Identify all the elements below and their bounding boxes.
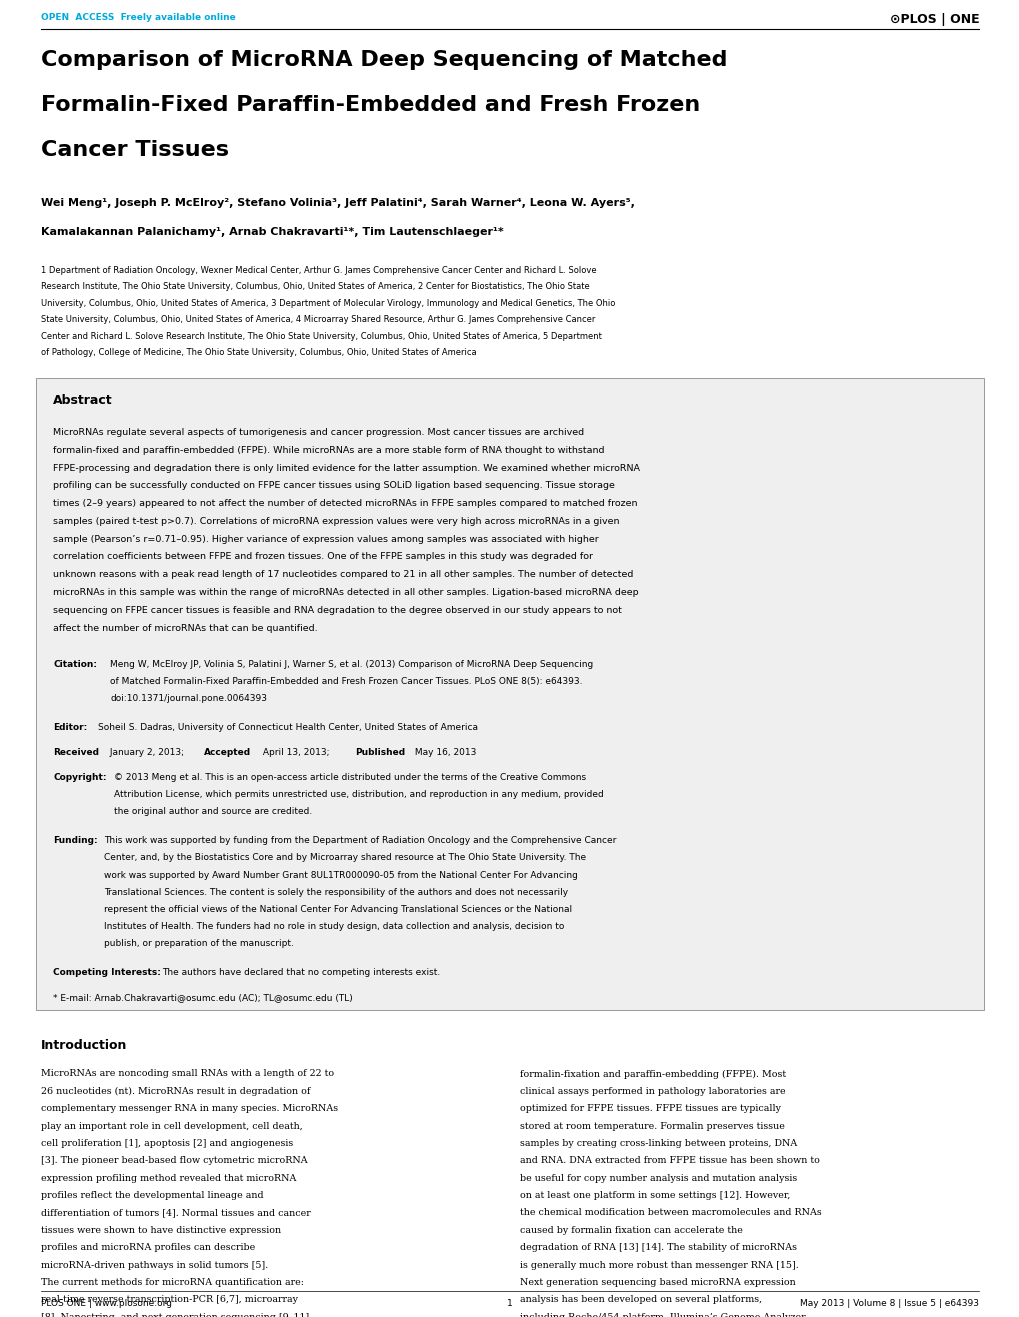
Text: complementary messenger RNA in many species. MicroRNAs: complementary messenger RNA in many spec… — [41, 1104, 337, 1113]
Text: represent the official views of the National Center For Advancing Translational : represent the official views of the Nati… — [104, 905, 572, 914]
Text: Published: Published — [355, 748, 405, 757]
Text: Cancer Tissues: Cancer Tissues — [41, 140, 228, 159]
Text: Abstract: Abstract — [53, 394, 112, 407]
Text: Accepted: Accepted — [204, 748, 251, 757]
Text: Attribution License, which permits unrestricted use, distribution, and reproduct: Attribution License, which permits unres… — [114, 790, 603, 799]
Text: tissues were shown to have distinctive expression: tissues were shown to have distinctive e… — [41, 1226, 280, 1235]
Text: January 2, 2013;: January 2, 2013; — [107, 748, 186, 757]
Text: Translational Sciences. The content is solely the responsibility of the authors : Translational Sciences. The content is s… — [104, 888, 568, 897]
Text: doi:10.1371/journal.pone.0064393: doi:10.1371/journal.pone.0064393 — [110, 694, 267, 703]
Text: caused by formalin fixation can accelerate the: caused by formalin fixation can accelera… — [520, 1226, 743, 1235]
Text: Formalin-Fixed Paraffin-Embedded and Fresh Frozen: Formalin-Fixed Paraffin-Embedded and Fre… — [41, 95, 699, 115]
Text: [8], Nanostring, and next generation sequencing [9–11].: [8], Nanostring, and next generation seq… — [41, 1313, 312, 1317]
Text: times (2–9 years) appeared to not affect the number of detected microRNAs in FFP: times (2–9 years) appeared to not affect… — [53, 499, 637, 508]
Text: Comparison of MicroRNA Deep Sequencing of Matched: Comparison of MicroRNA Deep Sequencing o… — [41, 50, 727, 70]
Text: Research Institute, The Ohio State University, Columbus, Ohio, United States of : Research Institute, The Ohio State Unive… — [41, 282, 589, 291]
Text: profiling can be successfully conducted on FFPE cancer tissues using SOLiD ligat: profiling can be successfully conducted … — [53, 481, 614, 490]
Text: MicroRNAs regulate several aspects of tumorigenesis and cancer progression. Most: MicroRNAs regulate several aspects of tu… — [53, 428, 584, 437]
Text: correlation coefficients between FFPE and frozen tissues. One of the FFPE sample: correlation coefficients between FFPE an… — [53, 552, 592, 561]
Text: clinical assays performed in pathology laboratories are: clinical assays performed in pathology l… — [520, 1087, 785, 1096]
FancyBboxPatch shape — [36, 378, 983, 1010]
Text: This work was supported by funding from the Department of Radiation Oncology and: This work was supported by funding from … — [104, 836, 615, 846]
Text: expression profiling method revealed that microRNA: expression profiling method revealed tha… — [41, 1173, 296, 1183]
Text: work was supported by Award Number Grant 8UL1TR000090-05 from the National Cente: work was supported by Award Number Grant… — [104, 871, 578, 880]
Text: Received: Received — [53, 748, 99, 757]
Text: Editor:: Editor: — [53, 723, 88, 732]
Text: profiles and microRNA profiles can describe: profiles and microRNA profiles can descr… — [41, 1243, 255, 1252]
Text: microRNAs in this sample was within the range of microRNAs detected in all other: microRNAs in this sample was within the … — [53, 587, 638, 597]
Text: MicroRNAs are noncoding small RNAs with a length of 22 to: MicroRNAs are noncoding small RNAs with … — [41, 1069, 333, 1079]
Text: 1: 1 — [506, 1299, 513, 1308]
Text: affect the number of microRNAs that can be quantified.: affect the number of microRNAs that can … — [53, 623, 317, 632]
Text: April 13, 2013;: April 13, 2013; — [260, 748, 332, 757]
Text: Center and Richard L. Solove Research Institute, The Ohio State University, Colu: Center and Richard L. Solove Research In… — [41, 332, 601, 341]
Text: PLOS ONE | www.plosone.org: PLOS ONE | www.plosone.org — [41, 1299, 171, 1308]
Text: microRNA-driven pathways in solid tumors [5].: microRNA-driven pathways in solid tumors… — [41, 1260, 268, 1270]
Text: * E-mail: Arnab.Chakravarti@osumc.edu (AC); TL@osumc.edu (TL): * E-mail: Arnab.Chakravarti@osumc.edu (A… — [53, 993, 353, 1002]
Text: Soheil S. Dadras, University of Connecticut Health Center, United States of Amer: Soheil S. Dadras, University of Connecti… — [98, 723, 478, 732]
Text: play an important role in cell development, cell death,: play an important role in cell developme… — [41, 1122, 303, 1130]
Text: differentiation of tumors [4]. Normal tissues and cancer: differentiation of tumors [4]. Normal ti… — [41, 1209, 310, 1217]
Text: unknown reasons with a peak read length of 17 nucleotides compared to 21 in all : unknown reasons with a peak read length … — [53, 570, 633, 579]
Text: 1 Department of Radiation Oncology, Wexner Medical Center, Arthur G. James Compr: 1 Department of Radiation Oncology, Wexn… — [41, 266, 596, 275]
Text: on at least one platform in some settings [12]. However,: on at least one platform in some setting… — [520, 1191, 790, 1200]
Text: ⊙PLOS | ONE: ⊙PLOS | ONE — [889, 13, 978, 26]
Text: Next generation sequencing based microRNA expression: Next generation sequencing based microRN… — [520, 1277, 795, 1287]
Text: The current methods for microRNA quantification are:: The current methods for microRNA quantif… — [41, 1277, 304, 1287]
Text: Citation:: Citation: — [53, 660, 97, 669]
Text: State University, Columbus, Ohio, United States of America, 4 Microarray Shared : State University, Columbus, Ohio, United… — [41, 315, 595, 324]
Text: degradation of RNA [13] [14]. The stability of microRNAs: degradation of RNA [13] [14]. The stabil… — [520, 1243, 797, 1252]
Text: formalin-fixation and paraffin-embedding (FFPE). Most: formalin-fixation and paraffin-embedding… — [520, 1069, 786, 1079]
Text: sample (Pearson’s r=0.71–0.95). Higher variance of expression values among sampl: sample (Pearson’s r=0.71–0.95). Higher v… — [53, 535, 598, 544]
Text: samples (paired t-test p>0.7). Correlations of microRNA expression values were v: samples (paired t-test p>0.7). Correlati… — [53, 516, 619, 525]
Text: of Matched Formalin-Fixed Paraffin-Embedded and Fresh Frozen Cancer Tissues. PLo: of Matched Formalin-Fixed Paraffin-Embed… — [110, 677, 582, 686]
Text: Copyright:: Copyright: — [53, 773, 106, 782]
Text: Institutes of Health. The funders had no role in study design, data collection a: Institutes of Health. The funders had no… — [104, 922, 564, 931]
Text: and RNA. DNA extracted from FFPE tissue has been shown to: and RNA. DNA extracted from FFPE tissue … — [520, 1156, 819, 1166]
Text: Competing Interests:: Competing Interests: — [53, 968, 161, 977]
Text: profiles reflect the developmental lineage and: profiles reflect the developmental linea… — [41, 1191, 263, 1200]
Text: Meng W, McElroy JP, Volinia S, Palatini J, Warner S, et al. (2013) Comparison of: Meng W, McElroy JP, Volinia S, Palatini … — [110, 660, 593, 669]
Text: [3]. The pioneer bead-based flow cytometric microRNA: [3]. The pioneer bead-based flow cytomet… — [41, 1156, 307, 1166]
Text: University, Columbus, Ohio, United States of America, 3 Department of Molecular : University, Columbus, Ohio, United State… — [41, 299, 614, 308]
Text: Kamalakannan Palanichamy¹, Arnab Chakravarti¹*, Tim Lautenschlaeger¹*: Kamalakannan Palanichamy¹, Arnab Chakrav… — [41, 227, 503, 237]
Text: real-time reverse transcription-PCR [6,7], microarray: real-time reverse transcription-PCR [6,7… — [41, 1296, 298, 1304]
Text: FFPE-processing and degradation there is only limited evidence for the latter as: FFPE-processing and degradation there is… — [53, 464, 639, 473]
Text: formalin-fixed and paraffin-embedded (FFPE). While microRNAs are a more stable f: formalin-fixed and paraffin-embedded (FF… — [53, 445, 604, 454]
Text: the original author and source are credited.: the original author and source are credi… — [114, 807, 312, 817]
Text: Introduction: Introduction — [41, 1039, 127, 1052]
Text: © 2013 Meng et al. This is an open-access article distributed under the terms of: © 2013 Meng et al. This is an open-acces… — [114, 773, 586, 782]
Text: Funding:: Funding: — [53, 836, 98, 846]
Text: publish, or preparation of the manuscript.: publish, or preparation of the manuscrip… — [104, 939, 293, 948]
Text: stored at room temperature. Formalin preserves tissue: stored at room temperature. Formalin pre… — [520, 1122, 785, 1130]
Text: The authors have declared that no competing interests exist.: The authors have declared that no compet… — [162, 968, 440, 977]
Text: samples by creating cross-linking between proteins, DNA: samples by creating cross-linking betwee… — [520, 1139, 797, 1148]
Text: be useful for copy number analysis and mutation analysis: be useful for copy number analysis and m… — [520, 1173, 797, 1183]
Text: the chemical modification between macromolecules and RNAs: the chemical modification between macrom… — [520, 1209, 821, 1217]
Text: of Pathology, College of Medicine, The Ohio State University, Columbus, Ohio, Un: of Pathology, College of Medicine, The O… — [41, 348, 476, 357]
Text: OPEN  ACCESS  Freely available online: OPEN ACCESS Freely available online — [41, 13, 235, 22]
Text: optimized for FFPE tissues. FFPE tissues are typically: optimized for FFPE tissues. FFPE tissues… — [520, 1104, 781, 1113]
Text: May 2013 | Volume 8 | Issue 5 | e64393: May 2013 | Volume 8 | Issue 5 | e64393 — [800, 1299, 978, 1308]
Text: 26 nucleotides (nt). MicroRNAs result in degradation of: 26 nucleotides (nt). MicroRNAs result in… — [41, 1087, 310, 1096]
Text: cell proliferation [1], apoptosis [2] and angiogenesis: cell proliferation [1], apoptosis [2] an… — [41, 1139, 292, 1148]
Text: May 16, 2013: May 16, 2013 — [412, 748, 476, 757]
Text: Wei Meng¹, Joseph P. McElroy², Stefano Volinia³, Jeff Palatini⁴, Sarah Warner⁴, : Wei Meng¹, Joseph P. McElroy², Stefano V… — [41, 198, 634, 208]
Text: sequencing on FFPE cancer tissues is feasible and RNA degradation to the degree : sequencing on FFPE cancer tissues is fea… — [53, 606, 622, 615]
Text: analysis has been developed on several platforms,: analysis has been developed on several p… — [520, 1296, 761, 1304]
Text: Center, and, by the Biostatistics Core and by Microarray shared resource at The : Center, and, by the Biostatistics Core a… — [104, 853, 586, 863]
Text: including Roche/454 platform, Illumina’s Genome Analyzer: including Roche/454 platform, Illumina’s… — [520, 1313, 805, 1317]
Text: is generally much more robust than messenger RNA [15].: is generally much more robust than messe… — [520, 1260, 798, 1270]
